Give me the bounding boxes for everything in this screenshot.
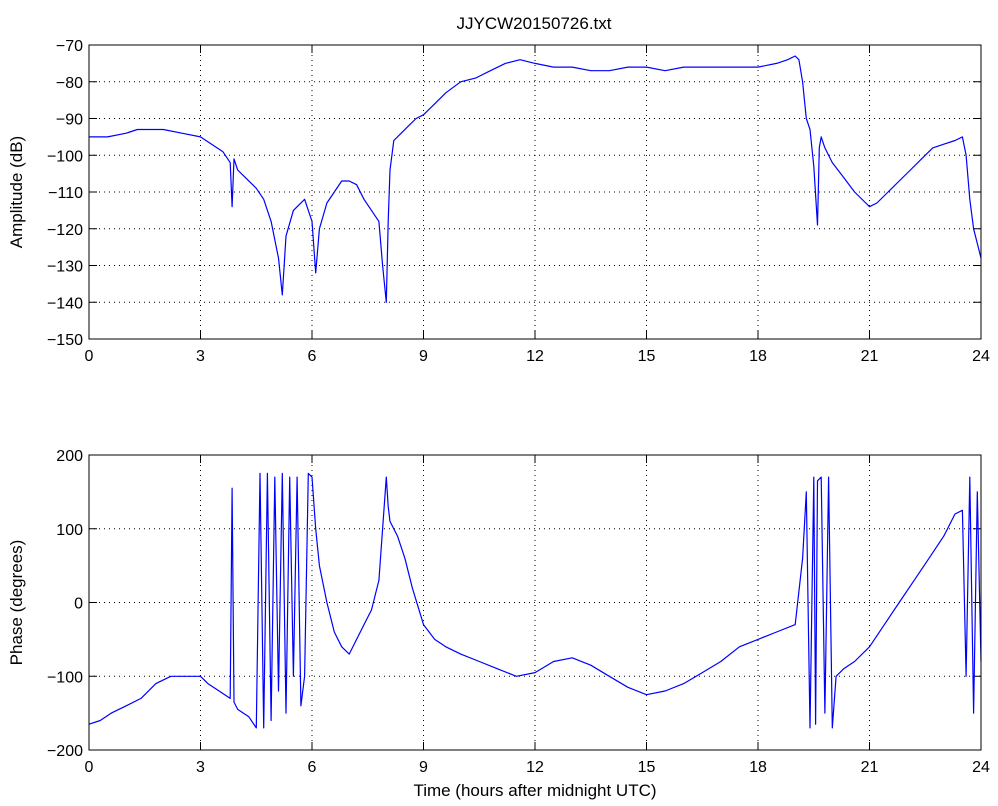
- phase-y-tick-label: 100: [56, 522, 83, 539]
- amplitude-y-tick-label: −150: [47, 332, 83, 349]
- phase-x-tick-label: 6: [308, 759, 317, 776]
- phase-x-tick-label: 18: [749, 759, 767, 776]
- phase-y-axis-title: Phase (degrees): [7, 540, 26, 666]
- amplitude-y-tick-label: −110: [48, 185, 83, 202]
- phase-x-tick-label: 15: [638, 759, 656, 776]
- amplitude-x-tick-label: 3: [196, 348, 205, 365]
- amplitude-axes-frame: [88, 44, 982, 340]
- phase-y-tick-label: −200: [47, 743, 83, 760]
- amplitude-x-tick-label: 15: [638, 348, 656, 365]
- amplitude-plot: 0 3 6 9 12 15 18 21 24 −70 −80 −90 −100 −110 −120 −130 −…: [7, 38, 990, 365]
- phase-plot: 0 3 6 9 12 15 18 21 24 200 100 0 −100 −200 Phase (degr…: [7, 448, 990, 800]
- amplitude-x-tick-label: 21: [861, 348, 879, 365]
- amplitude-x-tick-label: 18: [749, 348, 767, 365]
- amplitude-y-tick-label: −120: [47, 222, 83, 239]
- amplitude-y-tick-label: −70: [56, 38, 83, 55]
- phase-y-tick-label: 200: [56, 448, 83, 465]
- phase-x-tick-label: 21: [861, 759, 879, 776]
- phase-x-axis-title: Time (hours after midnight UTC): [413, 781, 656, 800]
- amplitude-x-tick-label: 6: [308, 348, 317, 365]
- amplitude-x-tick-label: 24: [972, 348, 990, 365]
- phase-axes-frame: [88, 454, 982, 751]
- phase-series-line: [88, 472, 982, 729]
- phase-y-tick-label: 0: [74, 596, 83, 613]
- amplitude-y-tick-label: −100: [47, 148, 83, 165]
- phase-y-tick-label: −100: [47, 669, 83, 686]
- amplitude-x-tick-label: 9: [419, 348, 428, 365]
- amplitude-y-axis-title: Amplitude (dB): [7, 136, 26, 248]
- phase-x-tick-label: 9: [419, 759, 428, 776]
- amplitude-y-tick-label: −90: [56, 112, 83, 129]
- phase-x-tick-label: 3: [196, 759, 205, 776]
- phase-x-tick-label: 24: [972, 759, 990, 776]
- figure-title: JJYCW20150726.txt: [457, 14, 612, 33]
- amplitude-x-tick-label: 12: [526, 348, 544, 365]
- phase-x-tick-label: 12: [526, 759, 544, 776]
- amplitude-y-tick-label: −80: [56, 75, 83, 92]
- amplitude-y-tick-label: −130: [47, 259, 83, 276]
- phase-x-tick-label: 0: [85, 759, 94, 776]
- amplitude-y-tick-label: −140: [47, 295, 83, 312]
- amplitude-series-line: [89, 55, 982, 303]
- amplitude-x-tick-label: 0: [85, 348, 94, 365]
